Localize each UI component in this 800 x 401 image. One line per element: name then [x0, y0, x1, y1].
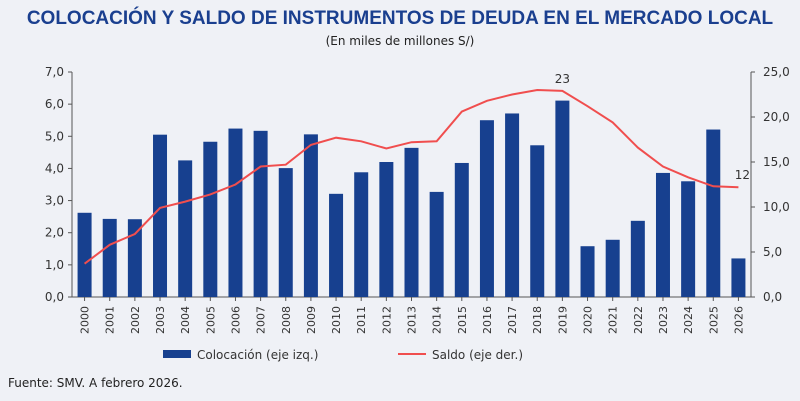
bar-2017 [505, 113, 520, 297]
chart-title: COLOCACIÓN Y SALDO DE INSTRUMENTOS DE DE… [26, 8, 774, 29]
x-tick-label: 2011 [355, 306, 368, 334]
bar-2007 [253, 130, 268, 297]
x-tick-label: 2016 [481, 306, 494, 334]
left-tick-label: 3,0 [45, 194, 64, 208]
x-tick-label: 2002 [129, 306, 142, 334]
bar-2005 [203, 141, 218, 297]
data-label-2026: 12 [735, 168, 750, 182]
right-tick-label: 10,0 [763, 200, 790, 214]
x-tick-label: 2005 [204, 306, 217, 334]
bar-2022 [630, 220, 645, 297]
left-tick-label: 1,0 [45, 258, 64, 272]
bar-2026 [731, 258, 746, 297]
x-tick-label: 2013 [406, 306, 419, 334]
x-tick-label: 2008 [280, 306, 293, 334]
x-tick-label: 2000 [79, 306, 92, 334]
right-tick-label: 0,0 [763, 290, 782, 304]
x-tick-label: 2014 [431, 306, 444, 334]
x-tick-label: 2010 [330, 306, 343, 334]
x-tick-label: 2026 [732, 306, 745, 334]
bar-2001 [102, 218, 117, 297]
legend-swatch-colocacion [163, 350, 191, 358]
bar-2021 [605, 239, 620, 297]
x-tick-label: 2003 [154, 306, 167, 334]
left-tick-label: 2,0 [45, 226, 64, 240]
chart-subtitle: (En miles de millones S/) [325, 34, 475, 48]
bar-2015 [454, 162, 469, 297]
bar-2010 [329, 193, 344, 297]
bar-2020 [580, 246, 595, 297]
bar-2019 [555, 100, 570, 297]
x-tick-label: 2015 [456, 306, 469, 334]
left-tick-label: 7,0 [45, 65, 64, 79]
bar-2014 [429, 191, 444, 297]
right-tick-label: 25,0 [763, 65, 790, 79]
legend-label-saldo: Saldo (eje der.) [432, 348, 523, 362]
x-tick-label: 2004 [179, 306, 192, 334]
left-tick-label: 0,0 [45, 290, 64, 304]
x-tick-label: 2023 [657, 306, 670, 334]
right-tick-label: 20,0 [763, 110, 790, 124]
left-tick-label: 5,0 [45, 129, 64, 143]
data-label-2019: 23 [555, 72, 570, 86]
right-tick-label: 15,0 [763, 155, 790, 169]
bar-2018 [530, 145, 545, 297]
bar-2011 [354, 172, 369, 297]
x-tick-label: 2021 [607, 306, 620, 334]
x-tick-label: 2019 [556, 306, 569, 334]
bar-2012 [379, 162, 394, 297]
bar-2013 [404, 147, 419, 297]
x-tick-label: 2025 [707, 306, 720, 334]
bar-2008 [278, 168, 293, 297]
x-tick-label: 2024 [682, 306, 695, 334]
bar-2006 [228, 128, 243, 297]
bar-2009 [303, 134, 318, 297]
bar-2004 [178, 160, 193, 297]
bar-2002 [127, 219, 142, 297]
x-tick-label: 2018 [531, 306, 544, 334]
legend-label-colocacion: Colocación (eje izq.) [197, 348, 318, 362]
left-tick-label: 4,0 [45, 161, 64, 175]
x-tick-label: 2022 [632, 306, 645, 334]
x-tick-label: 2009 [305, 306, 318, 334]
x-tick-label: 2012 [380, 306, 393, 334]
x-tick-label: 2020 [582, 306, 595, 334]
left-tick-label: 6,0 [45, 97, 64, 111]
bar-2023 [655, 172, 670, 297]
source-note: Fuente: SMV. A febrero 2026. [8, 376, 183, 390]
bar-2016 [479, 120, 494, 297]
bar-2024 [681, 181, 696, 297]
x-tick-label: 2007 [255, 306, 268, 334]
bar-2003 [153, 134, 168, 297]
bar-2025 [706, 129, 721, 297]
bar-2000 [77, 212, 92, 297]
right-tick-label: 5,0 [763, 245, 782, 259]
x-tick-label: 2017 [506, 306, 519, 334]
x-tick-label: 2006 [229, 306, 242, 334]
x-tick-label: 2001 [104, 306, 117, 334]
